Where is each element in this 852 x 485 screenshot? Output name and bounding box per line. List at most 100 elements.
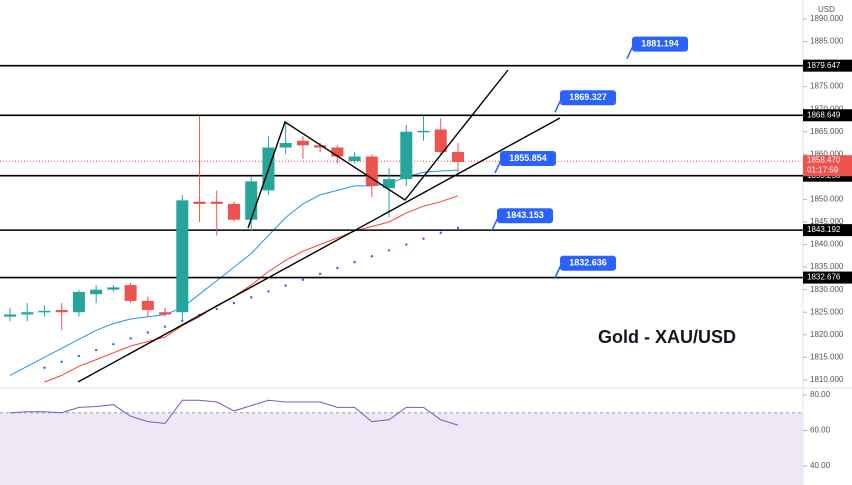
sar-dot <box>60 360 63 364</box>
callout-box <box>500 151 556 167</box>
y-tick-label: 1845.000 <box>810 217 844 226</box>
sar-dot <box>422 237 425 240</box>
sar-dot <box>94 348 98 352</box>
sar-dot <box>112 343 115 346</box>
y-tick-label: 1810.000 <box>810 375 844 384</box>
candle-body <box>314 145 327 148</box>
y-tick-label: 1835.000 <box>810 262 844 271</box>
y-tick-label: 1840.000 <box>810 240 844 249</box>
last-price-box <box>803 155 852 177</box>
countdown-label: 01:17:59 <box>807 165 839 174</box>
level-label: 1868.649 <box>807 110 841 119</box>
candle-body <box>55 309 68 313</box>
sar-dot <box>353 260 356 264</box>
trendlines <box>77 69 561 383</box>
sar-dot <box>301 278 305 281</box>
trendline <box>77 117 561 383</box>
sar-dot <box>250 296 253 299</box>
y-tick-label: 1875.000 <box>810 82 844 91</box>
y-tick-label: 1885.000 <box>810 37 844 46</box>
level-label: 1879.647 <box>807 61 841 70</box>
y-tick-label: 1860.000 <box>810 149 844 158</box>
rsi-tick-label: 40.00 <box>810 461 831 470</box>
ma-slow-line <box>44 195 459 383</box>
candle-body <box>124 285 137 301</box>
candle-body <box>210 201 223 204</box>
candle-body <box>279 143 292 148</box>
candle-body <box>245 181 258 220</box>
sar-dot <box>318 272 322 276</box>
sar-dot <box>267 290 270 293</box>
candle-body <box>72 291 85 313</box>
y-tick-label: 1815.000 <box>810 352 844 361</box>
sar-dot <box>405 243 408 246</box>
candle-body <box>176 200 189 313</box>
callout-box <box>632 36 688 52</box>
sar-dot <box>43 366 46 369</box>
y-tick-label: 1825.000 <box>810 307 844 316</box>
callout-label: 1832.636 <box>569 258 607 268</box>
sar-dot <box>439 231 442 234</box>
candle-body <box>107 287 120 290</box>
sar-dot <box>77 354 81 358</box>
sar-dot <box>456 226 460 230</box>
plot: 1810.000 1815.000 1820.000 1825.000 1830.000… <box>0 14 844 485</box>
callout-label: 1855.854 <box>509 153 547 163</box>
level-label-box <box>803 59 852 72</box>
candle-body <box>38 310 51 313</box>
candle-body <box>90 289 103 295</box>
sar-dot <box>129 337 132 340</box>
rsi-tick-label: 80.00 <box>810 390 831 399</box>
callout-label: 1843.153 <box>506 210 544 220</box>
y-tick-label: 1850.000 <box>810 195 844 204</box>
level-label-box <box>803 224 852 237</box>
callout-label: 1869.327 <box>569 92 607 102</box>
candle-body <box>331 147 344 157</box>
callout-box <box>560 255 616 271</box>
level-label-box <box>803 271 852 284</box>
y-tick-label: 1865.000 <box>810 127 844 136</box>
callout-box <box>497 208 553 224</box>
sar-dot <box>387 249 391 252</box>
candle-body <box>417 130 430 133</box>
candle-body <box>348 156 361 162</box>
candle-body <box>434 129 447 153</box>
candle-body <box>451 152 464 162</box>
sar-dot <box>146 331 150 334</box>
level-label: 1843.192 <box>807 225 841 234</box>
sar-dot <box>284 284 287 287</box>
rsi-line <box>9 399 459 426</box>
rsi-band <box>0 412 803 485</box>
candle-body <box>227 203 240 220</box>
candle-body <box>193 201 206 204</box>
y-tick-label: 1870.000 <box>810 104 844 113</box>
y-tick-label: 1820.000 <box>810 330 844 339</box>
y-tick-label: 1890.000 <box>810 14 844 23</box>
callout-label: 1881.194 <box>641 39 679 49</box>
last-price-label: 1858.470 <box>807 155 841 164</box>
currency-label: USD <box>818 5 835 14</box>
sar-dot <box>215 307 218 311</box>
chart-title: Gold - XAU/USD <box>598 327 736 347</box>
candle-body <box>141 300 154 310</box>
candle-body <box>400 131 413 180</box>
level-label: 1832.676 <box>807 273 841 282</box>
candle-body <box>383 179 396 189</box>
candle-body <box>21 312 34 315</box>
candle-body <box>365 156 378 186</box>
candle-body <box>296 140 309 146</box>
candle-body <box>4 314 16 317</box>
sar-dot <box>370 255 374 258</box>
candle-body <box>159 312 172 315</box>
callout-box <box>560 90 616 106</box>
trendline <box>247 69 509 229</box>
sar-dot <box>163 325 167 328</box>
y-tick-label: 1830.000 <box>810 285 844 294</box>
level-label-box <box>803 109 852 122</box>
rsi-tick-label: 60.00 <box>810 426 831 435</box>
overlay: 1879.6471868.6491855.2581843.1921832.676… <box>491 36 852 284</box>
sar-dot <box>232 301 236 305</box>
sar-dot <box>336 266 339 270</box>
